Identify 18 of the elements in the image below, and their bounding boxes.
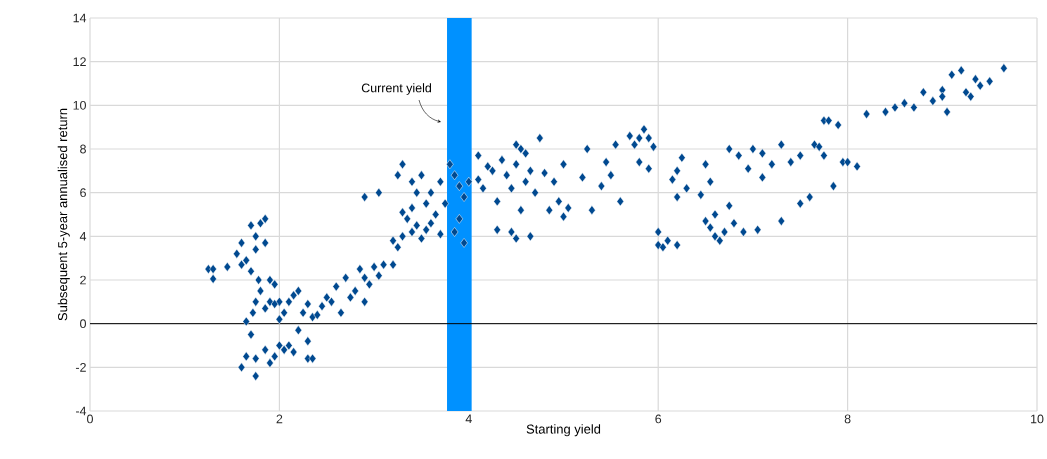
y-tick-label: 10: [73, 100, 86, 110]
y-axis-title: Subsequent 5-year annualised return: [57, 108, 70, 321]
y-tick-label: -2: [75, 362, 86, 372]
y-tick-label: 2: [80, 275, 86, 285]
y-tick-label: 4: [79, 232, 87, 241]
y-tick-label: 0: [80, 319, 86, 329]
y-tick-label: 8: [80, 144, 86, 154]
x-tick-label: 6: [655, 414, 662, 424]
y-tick-label: -4: [75, 406, 87, 416]
x-tick-label: 8: [844, 414, 851, 424]
y-tick-label: 14: [73, 13, 87, 23]
x-tick-label: 4: [465, 414, 472, 424]
y-tick-label: 6: [80, 188, 86, 198]
band-label: Current yield: [361, 83, 431, 95]
x-tick-label: 2: [276, 414, 283, 424]
y-tick-label: 12: [73, 57, 86, 67]
x-tick-label: 10: [1031, 414, 1044, 424]
x-axis-title: Starting yield: [526, 424, 601, 437]
